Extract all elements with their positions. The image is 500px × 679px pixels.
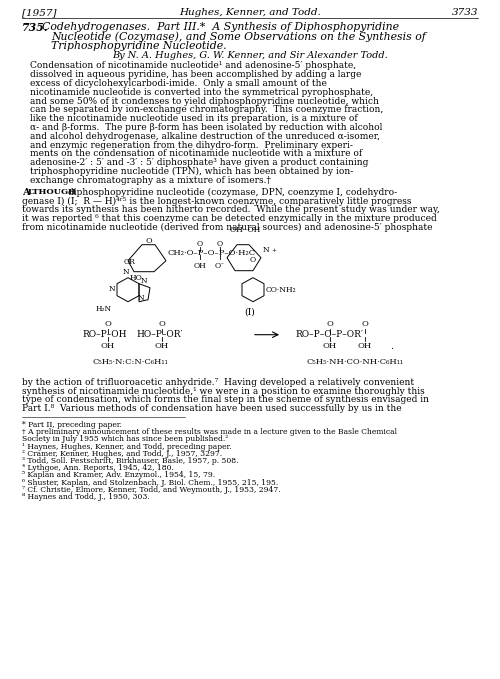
Text: nicotinamide nucleotide is converted into the symmetrical pyrophosphate,: nicotinamide nucleotide is converted int… xyxy=(30,88,373,97)
Text: ³ Todd, Soll. Festschrift, Birkhauser, Basle, 1957, p. 508.: ³ Todd, Soll. Festschrift, Birkhauser, B… xyxy=(22,457,238,465)
Text: A: A xyxy=(22,187,30,197)
Text: O: O xyxy=(217,240,223,248)
Text: ² Cramer, Kenner, Hughes, and Todd, J., 1957, 3297.: ² Cramer, Kenner, Hughes, and Todd, J., … xyxy=(22,449,222,458)
Text: Hughes, Kenner, and Todd.: Hughes, Kenner, and Todd. xyxy=(179,8,321,17)
Text: Condensation of nicotinamide nucleotide¹ and adenosine-5′ phosphate,: Condensation of nicotinamide nucleotide¹… xyxy=(30,62,356,71)
Text: exchange chromatography as a mixture of isomers.†: exchange chromatography as a mixture of … xyxy=(30,176,271,185)
Text: [1957]: [1957] xyxy=(22,8,56,17)
Text: N: N xyxy=(263,246,270,254)
Text: can be separated by ion-exchange chromatography.  This coenzyme fraction,: can be separated by ion-exchange chromat… xyxy=(30,105,384,115)
Text: from nicotinamide nucleotide (derived from natural sources) and adenosine-5′ pho: from nicotinamide nucleotide (derived fr… xyxy=(22,223,432,232)
Text: LTHOUGH: LTHOUGH xyxy=(28,187,76,196)
Text: by the action of trifluoroacetic anhydride.⁷  Having developed a relatively conv: by the action of trifluoroacetic anhydri… xyxy=(22,378,414,387)
Text: HO–P–OR′: HO–P–OR′ xyxy=(136,330,182,340)
Text: and enzymic regeneration from the dihydro-form.  Preliminary experi-: and enzymic regeneration from the dihydr… xyxy=(30,141,353,149)
Text: synthesis of nicotinamide nucleotide,¹ we were in a position to examine thorough: synthesis of nicotinamide nucleotide,¹ w… xyxy=(22,386,425,395)
Text: triphosphopyridine nucleotide (TPN), which has been obtained by ion-: triphosphopyridine nucleotide (TPN), whi… xyxy=(30,167,353,177)
Text: dissolved in aqueous pyridine, has been accomplished by adding a large: dissolved in aqueous pyridine, has been … xyxy=(30,71,362,79)
Text: OH: OH xyxy=(323,342,337,350)
Text: OH: OH xyxy=(358,342,372,350)
Text: O: O xyxy=(197,240,203,248)
Text: Part I.⁸  Various methods of condensation have been used successfully by us in t: Part I.⁸ Various methods of condensation… xyxy=(22,404,402,413)
Text: OH  OH: OH OH xyxy=(230,225,260,234)
Text: Codehydrogenases.  Part III.*  A Synthesis of Diphosphopyridine: Codehydrogenases. Part III.* A Synthesis… xyxy=(42,22,399,32)
Text: adenosine-2′ : 5′ and -3′ : 5′ diphosphate³ have given a product containing: adenosine-2′ : 5′ and -3′ : 5′ diphospha… xyxy=(30,158,368,167)
Text: 735.: 735. xyxy=(22,22,48,33)
Text: type of condensation, which forms the final step in the scheme of synthesis envi: type of condensation, which forms the fi… xyxy=(22,395,429,404)
Text: C₅H₅·NH·CO·NH·C₆H₁₁: C₅H₅·NH·CO·NH·C₆H₁₁ xyxy=(306,358,404,366)
Text: ⁵ Kaplan and Kramer, Adv. Enzymol., 1954, 15, 79.: ⁵ Kaplan and Kramer, Adv. Enzymol., 1954… xyxy=(22,471,215,479)
Text: like the nicotinamide nucleotide used in its preparation, is a mixture of: like the nicotinamide nucleotide used in… xyxy=(30,114,358,124)
Text: (I): (I) xyxy=(244,308,256,316)
Text: N: N xyxy=(141,277,148,285)
Text: N: N xyxy=(138,294,144,301)
Text: OH: OH xyxy=(101,342,115,350)
Text: ⁷ Cf. Christie, Elmore, Kenner, Todd, and Weymouth, J., 1953, 2947.: ⁷ Cf. Christie, Elmore, Kenner, Todd, an… xyxy=(22,485,280,494)
Text: † A preliminary announcement of these results was made in a lecture given to the: † A preliminary announcement of these re… xyxy=(22,428,397,436)
Text: C₅H₅·N:C:N·C₆H₁₁: C₅H₅·N:C:N·C₆H₁₁ xyxy=(92,358,168,366)
Text: Nucleotide (Cozymase), and Some Observations on the Synthesis of: Nucleotide (Cozymase), and Some Observat… xyxy=(51,31,426,42)
Text: HO: HO xyxy=(129,274,142,282)
Text: ⁶ Shuster, Kaplan, and Stolzenbach, J. Biol. Chem., 1955, 215, 195.: ⁶ Shuster, Kaplan, and Stolzenbach, J. B… xyxy=(22,479,278,486)
Text: O: O xyxy=(158,320,166,328)
Text: By N. A. Hughes, G. W. Kenner, and Sir Alexander Todd.: By N. A. Hughes, G. W. Kenner, and Sir A… xyxy=(112,52,388,60)
Text: excess of dicyclohexylcarbodi-imide.  Only a small amount of the: excess of dicyclohexylcarbodi-imide. Onl… xyxy=(30,79,327,88)
Text: α- and β-forms.  The pure β-form has been isolated by reduction with alcohol: α- and β-forms. The pure β-form has been… xyxy=(30,123,383,132)
Text: ¹ Haynes, Hughes, Kenner, and Todd, preceding paper.: ¹ Haynes, Hughes, Kenner, and Todd, prec… xyxy=(22,443,232,450)
Text: and some 50% of it condenses to yield diphosphopyridine nucleotide, which: and some 50% of it condenses to yield di… xyxy=(30,96,379,106)
Text: Triphosphopyridine Nucleotide.: Triphosphopyridine Nucleotide. xyxy=(51,41,227,51)
Text: +: + xyxy=(271,248,276,253)
Text: OR: OR xyxy=(124,258,136,265)
Text: towards its synthesis has been hitherto recorded.  While the present study was u: towards its synthesis has been hitherto … xyxy=(22,205,440,215)
Text: CH₂·O–P–O–P–O·H₂C: CH₂·O–P–O–P–O·H₂C xyxy=(168,249,256,257)
Text: genase I) (I;  R — H)⁴ʳ⁵ is the longest-known coenzyme, comparatively little pro: genase I) (I; R — H)⁴ʳ⁵ is the longest-k… xyxy=(22,196,411,206)
Text: ments on the condensation of nicotinamide nucleotide with a mixture of: ments on the condensation of nicotinamid… xyxy=(30,149,362,158)
Text: diphosphopyridine nucleotide (cozymase, DPN, coenzyme I, codehydro-: diphosphopyridine nucleotide (cozymase, … xyxy=(68,187,397,197)
Text: O: O xyxy=(146,237,152,244)
Text: N: N xyxy=(108,285,115,293)
Text: O: O xyxy=(104,320,112,328)
Text: and alcohol dehydrogenase, alkaline destruction of the unreduced α-isomer,: and alcohol dehydrogenase, alkaline dest… xyxy=(30,132,380,141)
Text: .: . xyxy=(390,342,393,350)
Text: it was reported ⁶ that this coenzyme can be detected enzymically in the mixture : it was reported ⁶ that this coenzyme can… xyxy=(22,214,437,223)
Text: ⁸ Haynes and Todd, J., 1950, 303.: ⁸ Haynes and Todd, J., 1950, 303. xyxy=(22,493,150,501)
Text: ⁴ Lythgoe, Ann. Reports, 1945, 42, 180.: ⁴ Lythgoe, Ann. Reports, 1945, 42, 180. xyxy=(22,464,174,472)
Text: RO–P–OH: RO–P–OH xyxy=(82,330,126,340)
Text: Society in July 1955 which has since been published.²: Society in July 1955 which has since bee… xyxy=(22,435,228,443)
Text: RO–P–O–P–OR′: RO–P–O–P–OR′ xyxy=(295,330,363,340)
Text: 3733: 3733 xyxy=(452,8,478,17)
Text: CO·NH₂: CO·NH₂ xyxy=(266,286,296,294)
Text: OH: OH xyxy=(194,261,206,270)
Text: O: O xyxy=(250,256,256,263)
Text: N: N xyxy=(123,268,129,276)
Text: OH: OH xyxy=(155,342,169,350)
Text: O: O xyxy=(326,320,334,328)
Text: O: O xyxy=(362,320,368,328)
Text: H₂N: H₂N xyxy=(96,305,112,313)
Text: * Part II, preceding paper.: * Part II, preceding paper. xyxy=(22,421,122,429)
Text: O⁻: O⁻ xyxy=(215,261,225,270)
